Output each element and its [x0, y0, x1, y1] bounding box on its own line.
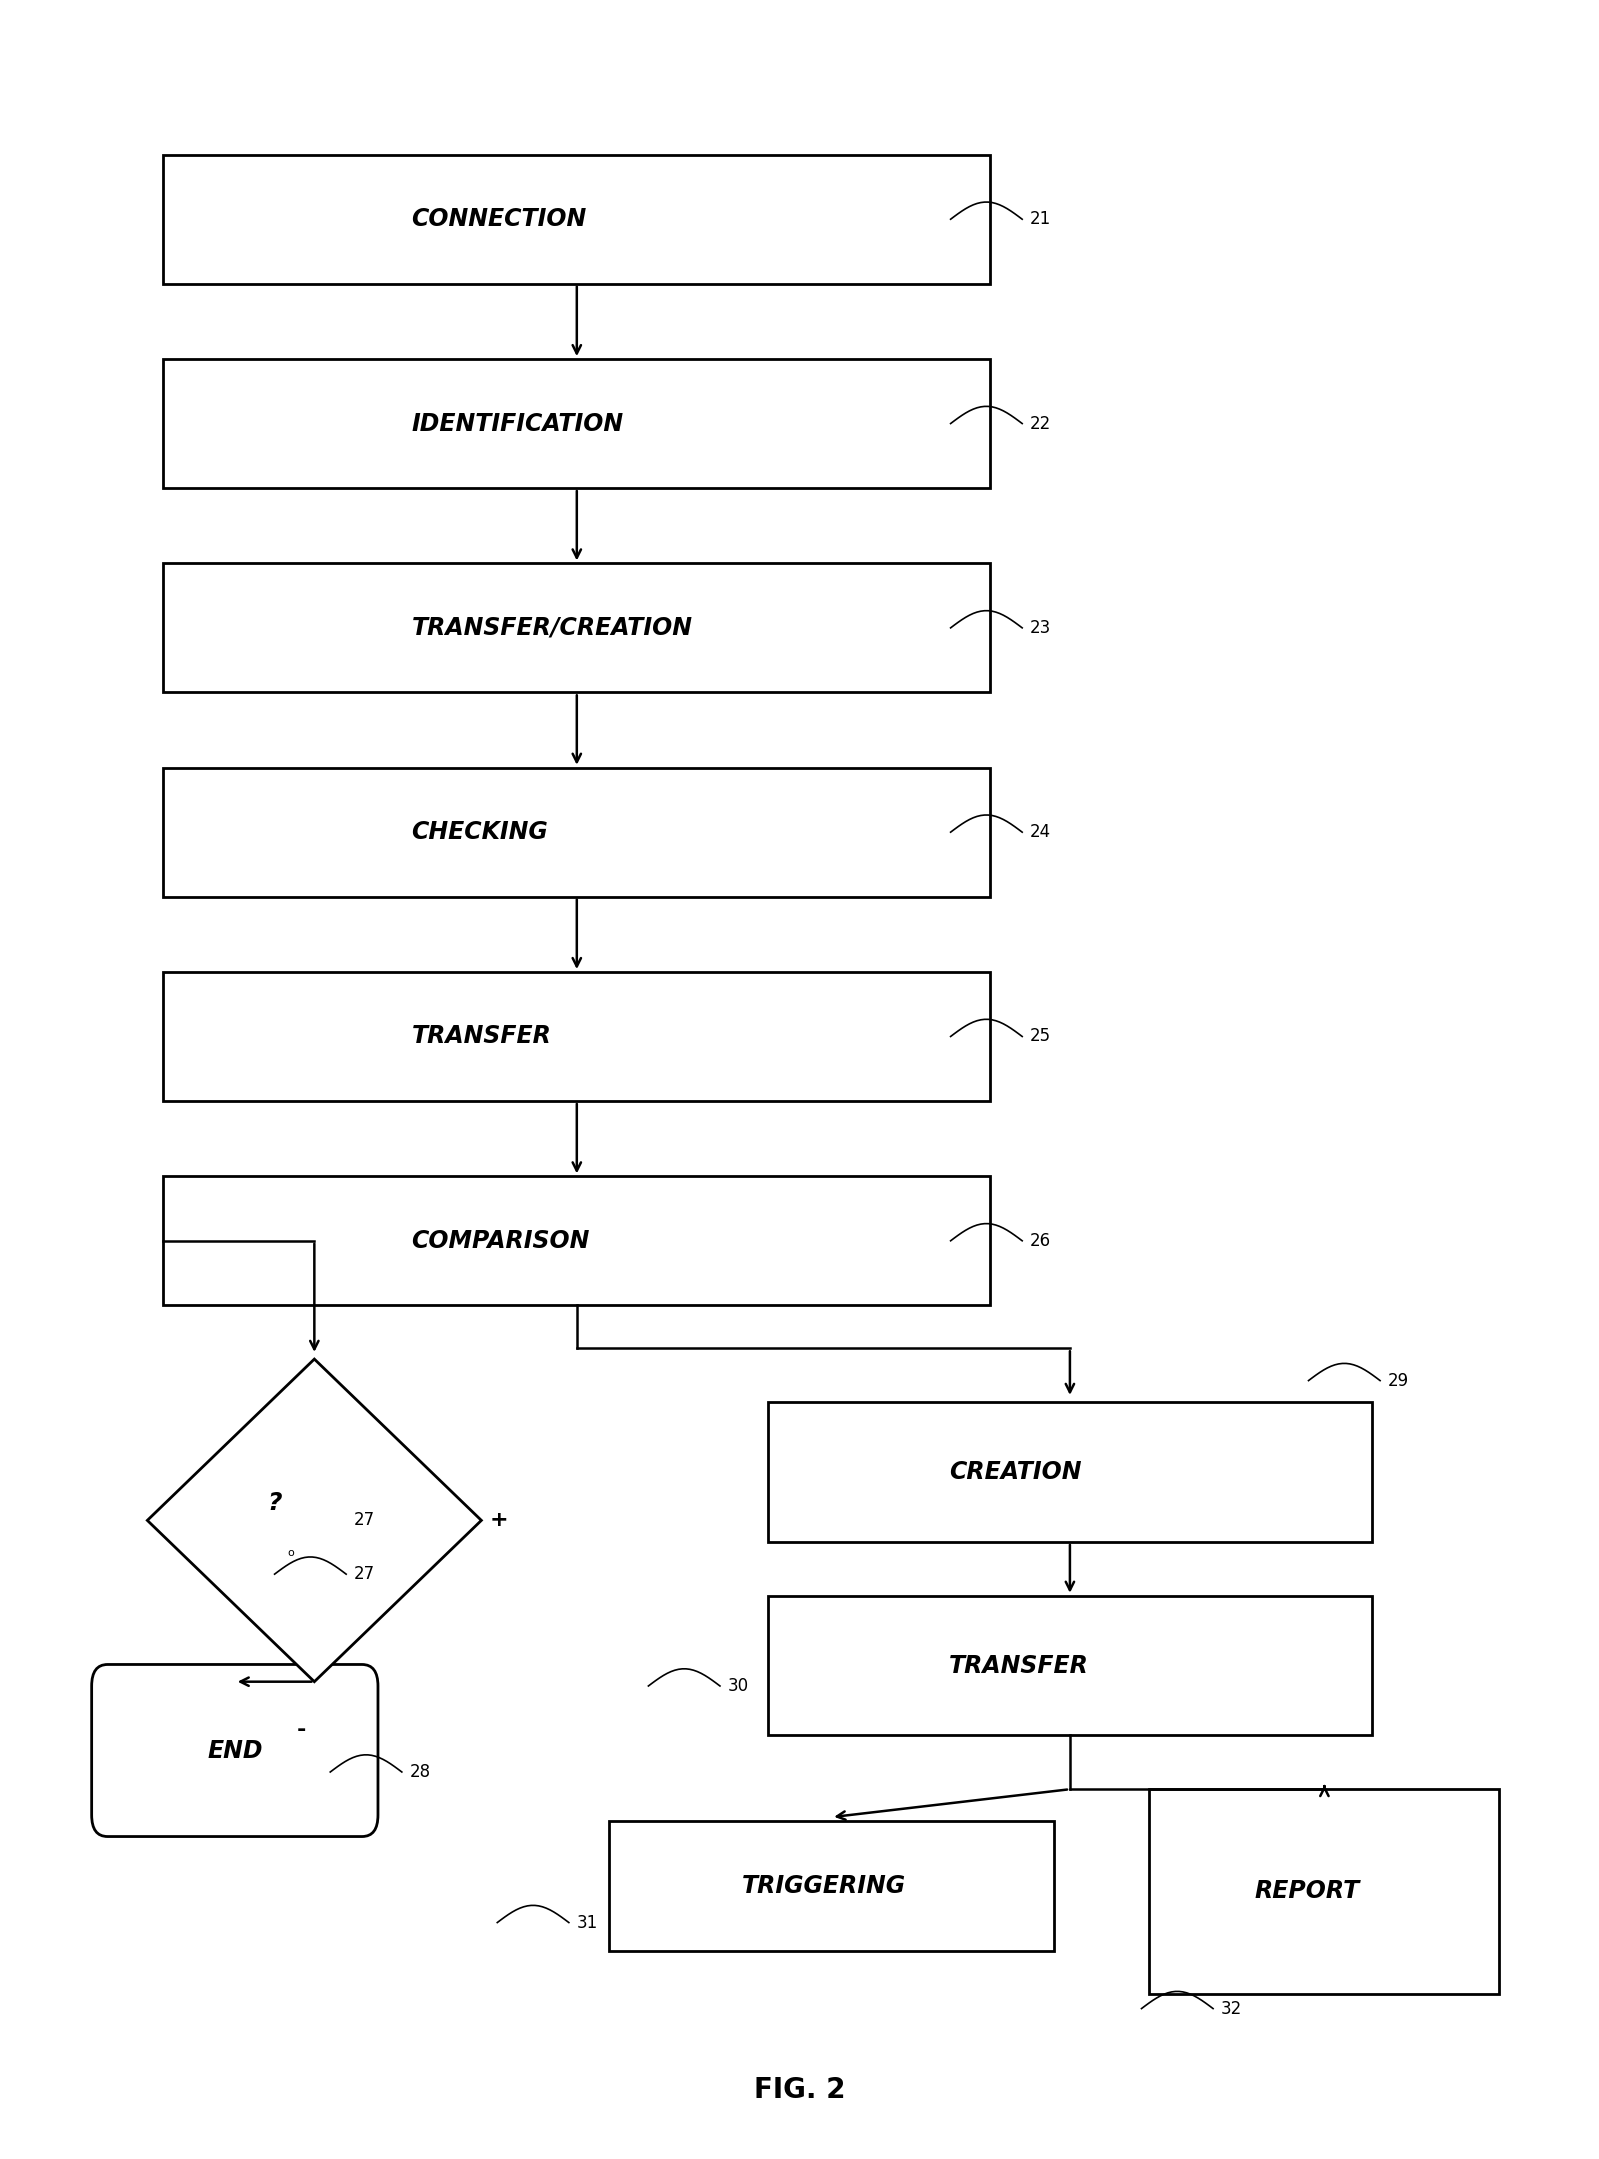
FancyBboxPatch shape [768, 1596, 1372, 1736]
FancyBboxPatch shape [1150, 1790, 1500, 1993]
Text: CREATION: CREATION [950, 1459, 1081, 1483]
FancyBboxPatch shape [163, 563, 990, 693]
Text: 32: 32 [1222, 1999, 1242, 2019]
Text: 28: 28 [409, 1764, 430, 1781]
FancyBboxPatch shape [163, 1177, 990, 1306]
Text: 29: 29 [1388, 1371, 1409, 1390]
Text: 25: 25 [1030, 1028, 1051, 1045]
FancyBboxPatch shape [163, 358, 990, 488]
Text: 27: 27 [353, 1565, 376, 1583]
Text: 27: 27 [353, 1511, 376, 1529]
Text: TRANSFER: TRANSFER [411, 1026, 552, 1049]
Text: END: END [206, 1738, 262, 1762]
Text: 22: 22 [1030, 415, 1052, 432]
Text: o: o [288, 1548, 294, 1557]
Text: 21: 21 [1030, 209, 1052, 229]
FancyBboxPatch shape [163, 155, 990, 283]
FancyBboxPatch shape [609, 1822, 1054, 1950]
Text: COMPARISON: COMPARISON [411, 1228, 590, 1252]
FancyBboxPatch shape [163, 769, 990, 896]
Text: 30: 30 [728, 1678, 748, 1695]
Text: 24: 24 [1030, 823, 1051, 842]
Text: REPORT: REPORT [1255, 1878, 1359, 1904]
Text: IDENTIFICATION: IDENTIFICATION [411, 412, 624, 436]
Text: 23: 23 [1030, 620, 1052, 637]
Text: CONNECTION: CONNECTION [411, 207, 587, 231]
FancyBboxPatch shape [163, 972, 990, 1101]
Text: 31: 31 [577, 1913, 598, 1932]
FancyBboxPatch shape [91, 1665, 377, 1837]
Text: CHECKING: CHECKING [411, 820, 548, 844]
Text: -: - [297, 1721, 307, 1740]
Text: TRIGGERING: TRIGGERING [742, 1874, 907, 1898]
Text: +: + [489, 1511, 508, 1531]
Text: 26: 26 [1030, 1233, 1051, 1250]
Text: TRANSFER/CREATION: TRANSFER/CREATION [411, 615, 692, 639]
FancyBboxPatch shape [768, 1401, 1372, 1542]
Text: FIG. 2: FIG. 2 [753, 2077, 846, 2105]
Text: ?: ? [267, 1492, 281, 1516]
Polygon shape [147, 1358, 481, 1682]
Text: TRANSFER: TRANSFER [950, 1654, 1089, 1678]
